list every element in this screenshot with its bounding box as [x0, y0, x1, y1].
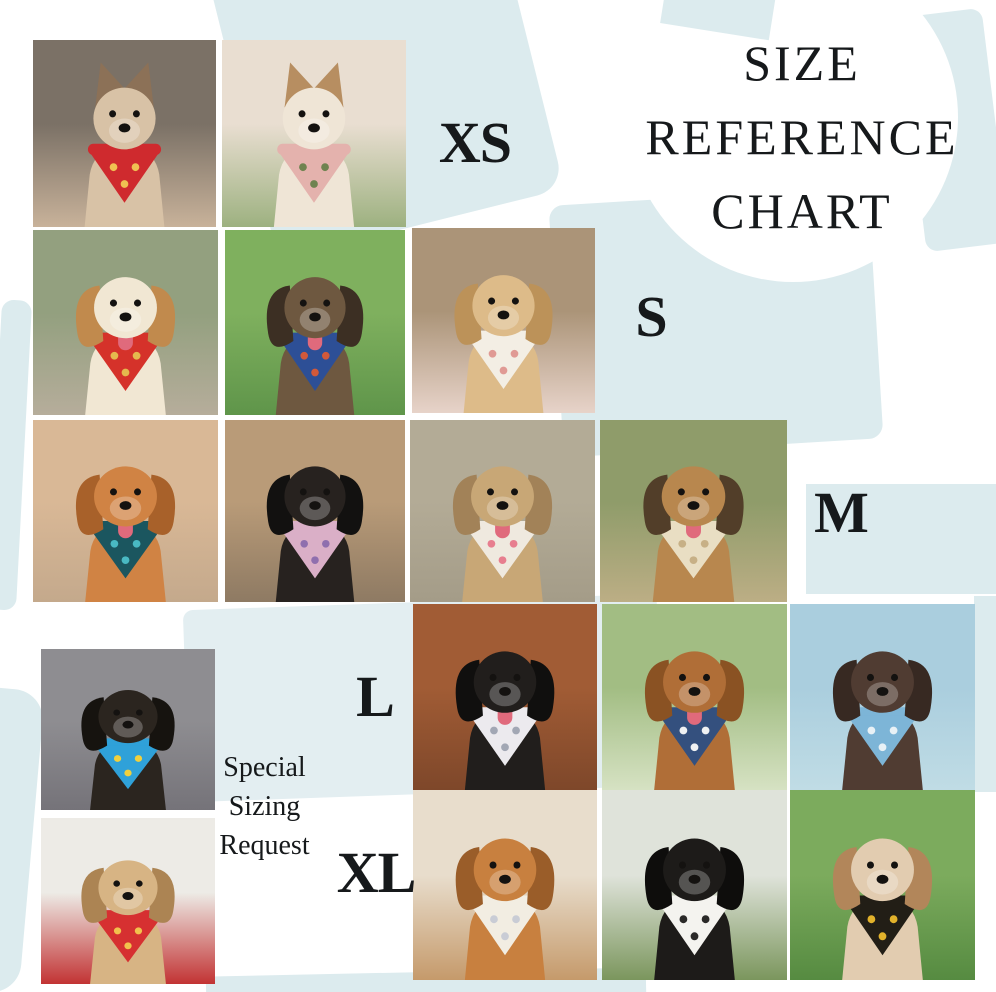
photo-m-corgi [33, 420, 218, 602]
size-label-xl: XL [336, 840, 417, 905]
decor-shape-right-strip [974, 596, 996, 792]
photo-special-dachshund-wonder-woman [41, 818, 215, 984]
photo-s-dachshund-bow [412, 228, 595, 413]
photo-m-german-shepherd [600, 420, 787, 602]
decor-shape-bottom-left [0, 685, 46, 992]
decor-shape-white-circle [628, 0, 958, 282]
decor-shape-m-block [806, 484, 996, 594]
photo-xs-cat-red-bandana [33, 40, 216, 227]
size-label-l: L [356, 664, 395, 729]
photo-special-dachshund-batman [41, 649, 215, 810]
photo-xs-two-cats [222, 40, 406, 227]
photo-m-doodle-goggles [410, 420, 595, 602]
special-note-line-1: Special [223, 752, 306, 783]
title-line-2: REFERENCE [645, 109, 959, 165]
special-note-line-2: Sizing [228, 791, 301, 822]
title-line-3: CHART [711, 183, 893, 239]
size-label-s: S [635, 284, 667, 349]
title-line-1: SIZE [743, 35, 861, 91]
photo-s-smiling-terrier [33, 230, 218, 415]
photo-xl-newfoundland [602, 790, 787, 980]
size-label-xs: XS [438, 110, 512, 175]
decor-shape-left-strip [0, 299, 33, 611]
page-title: SIZE REFERENCE CHART [608, 26, 996, 248]
photo-l-golden-retriever [602, 604, 787, 790]
size-label-m: M [814, 480, 869, 545]
photo-m-black-heeler [225, 420, 405, 602]
photo-l-black-shepherd [413, 604, 597, 790]
photo-s-airedale-dino-bandana [225, 230, 405, 415]
photo-xl-pitbull [790, 790, 975, 980]
photo-xl-sheltie [413, 790, 597, 980]
photo-l-chocolate-dog [790, 604, 975, 790]
special-sizing-note: Special Sizing Request [182, 748, 347, 865]
special-note-line-3: Request [219, 830, 310, 861]
